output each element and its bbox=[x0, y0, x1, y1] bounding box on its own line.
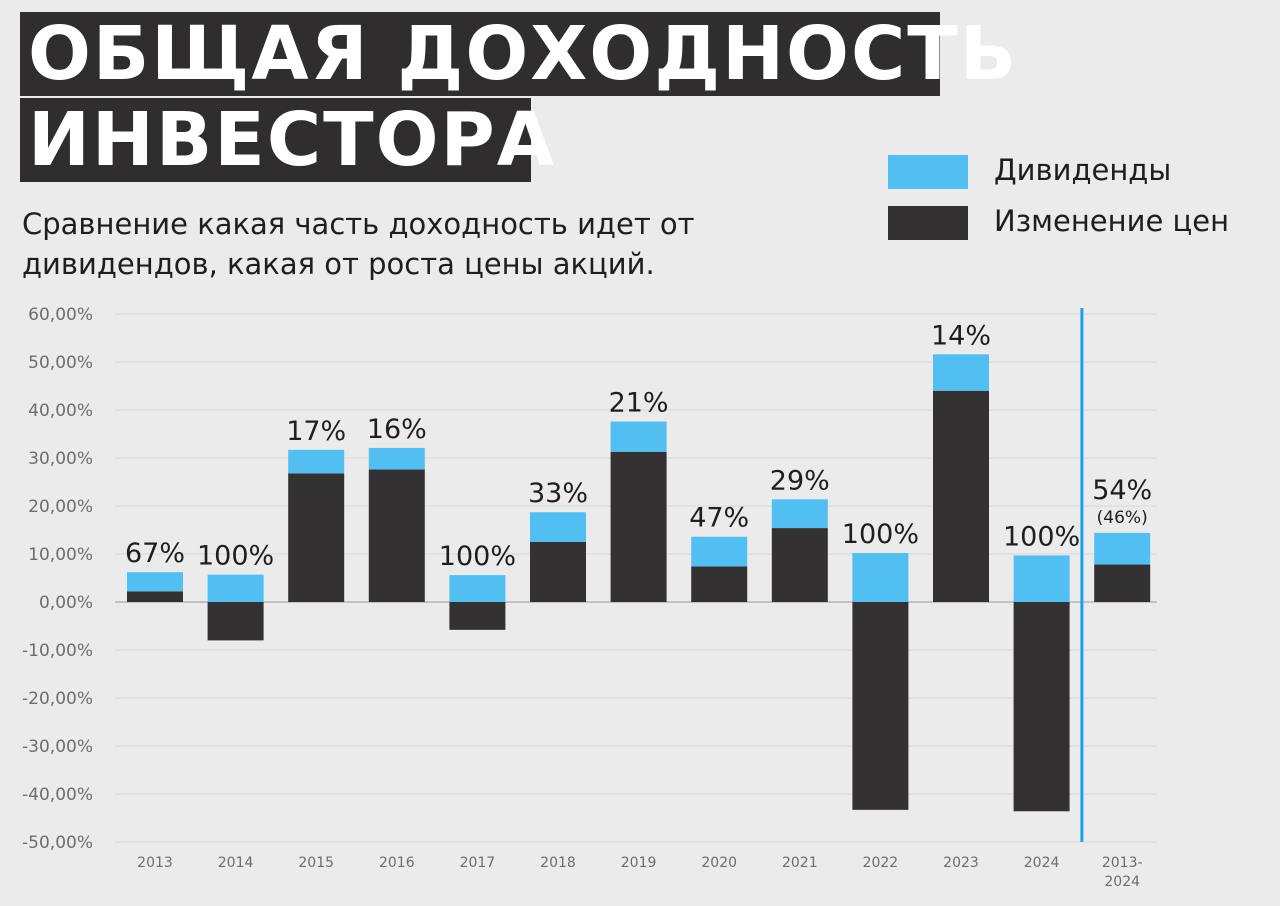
data-label-dividend-share: 100% bbox=[197, 541, 274, 572]
y-tick-label: -10,00% bbox=[22, 641, 93, 661]
data-label-dividend-share: 100% bbox=[842, 519, 919, 550]
title-line-1: ОБЩАЯ ДОХОДНОСТЬ bbox=[20, 12, 1016, 96]
x-tick-label: 2018 bbox=[540, 855, 576, 871]
bar-dividends bbox=[449, 575, 506, 602]
data-label-dividend-share: 33% bbox=[528, 478, 588, 509]
x-tick-label: 2021 bbox=[782, 855, 818, 871]
y-tick-label: -30,00% bbox=[22, 737, 93, 757]
x-tick-label: 2013- bbox=[1102, 855, 1143, 871]
data-label-dividend-share: 16% bbox=[367, 414, 427, 445]
bar-price-change bbox=[368, 469, 425, 602]
y-tick-label: 50,00% bbox=[28, 353, 93, 373]
bar-price-change bbox=[449, 602, 506, 630]
title-line-2: ИНВЕСТОРА bbox=[20, 98, 554, 182]
x-tick-label: 2013 bbox=[137, 855, 173, 871]
data-label-dividend-share: 29% bbox=[770, 465, 830, 496]
bar-price-change bbox=[1013, 602, 1070, 812]
data-label-dividend-share: 67% bbox=[125, 538, 185, 569]
chart-subtitle: Сравнение какая часть доходность идет от… bbox=[22, 207, 695, 281]
bar-dividends bbox=[1094, 532, 1151, 565]
y-tick-label: -20,00% bbox=[22, 689, 93, 709]
bar-price-change bbox=[530, 542, 586, 602]
bar-dividends bbox=[933, 354, 989, 391]
bar-dividends bbox=[368, 447, 425, 470]
data-label-dividend-share: 54% bbox=[1092, 475, 1152, 506]
bar-price-change bbox=[691, 566, 748, 602]
bar-price-change bbox=[127, 591, 183, 602]
bar-price-change bbox=[933, 390, 989, 602]
data-label-dividend-share: 100% bbox=[439, 541, 516, 572]
bar-price-change bbox=[852, 602, 909, 810]
x-tick-label: 2017 bbox=[460, 855, 496, 871]
x-tick-label: 2019 bbox=[621, 855, 657, 871]
x-tick-label: 2022 bbox=[863, 855, 899, 871]
x-tick-label: 2014 bbox=[218, 855, 254, 871]
bar-price-change bbox=[207, 602, 264, 641]
legend-label-dividends: Дивиденды bbox=[994, 153, 1172, 187]
data-label-dividend-share: 17% bbox=[286, 416, 346, 447]
bar-dividends bbox=[1013, 555, 1070, 602]
legend-swatch-dividends bbox=[888, 155, 968, 189]
data-label-dividend-share: 47% bbox=[689, 503, 749, 534]
x-tick-label: 2023 bbox=[943, 855, 979, 871]
bar-dividends bbox=[530, 512, 586, 542]
bar-dividends bbox=[771, 499, 828, 529]
bar-price-change bbox=[1094, 564, 1151, 602]
y-tick-label: 20,00% bbox=[28, 497, 93, 517]
y-tick-label: 60,00% bbox=[28, 305, 93, 325]
bar-dividends bbox=[691, 536, 748, 567]
legend-swatch-price-change bbox=[888, 206, 968, 240]
x-tick-label: 2015 bbox=[298, 855, 334, 871]
data-label-dividend-share: 100% bbox=[1003, 521, 1080, 552]
y-tick-label: 30,00% bbox=[28, 449, 93, 469]
data-label-dividend-share: 21% bbox=[609, 388, 669, 419]
bar-dividends bbox=[127, 572, 183, 592]
bar-dividends bbox=[852, 553, 909, 602]
data-label-secondary: (46%) bbox=[1097, 508, 1148, 528]
bar-price-change bbox=[771, 528, 828, 602]
y-tick-label: 10,00% bbox=[28, 545, 93, 565]
data-label-dividend-share: 14% bbox=[931, 320, 991, 351]
y-tick-label: -50,00% bbox=[22, 833, 93, 853]
y-tick-label: -40,00% bbox=[22, 785, 93, 805]
bar-price-change bbox=[610, 451, 667, 602]
x-tick-label: 2016 bbox=[379, 855, 415, 871]
legend-label-price-change: Изменение цен bbox=[994, 204, 1230, 238]
bar-dividends bbox=[610, 421, 667, 452]
y-tick-label: 40,00% bbox=[28, 401, 93, 421]
y-tick-label: 0,00% bbox=[39, 593, 93, 613]
x-tick-label: 2024 bbox=[1024, 855, 1060, 871]
bar-price-change bbox=[288, 473, 345, 602]
bar-dividends bbox=[207, 574, 264, 602]
x-tick-label: 2024 bbox=[1104, 874, 1140, 890]
bar-dividends bbox=[288, 449, 345, 474]
x-tick-label: 2020 bbox=[701, 855, 737, 871]
